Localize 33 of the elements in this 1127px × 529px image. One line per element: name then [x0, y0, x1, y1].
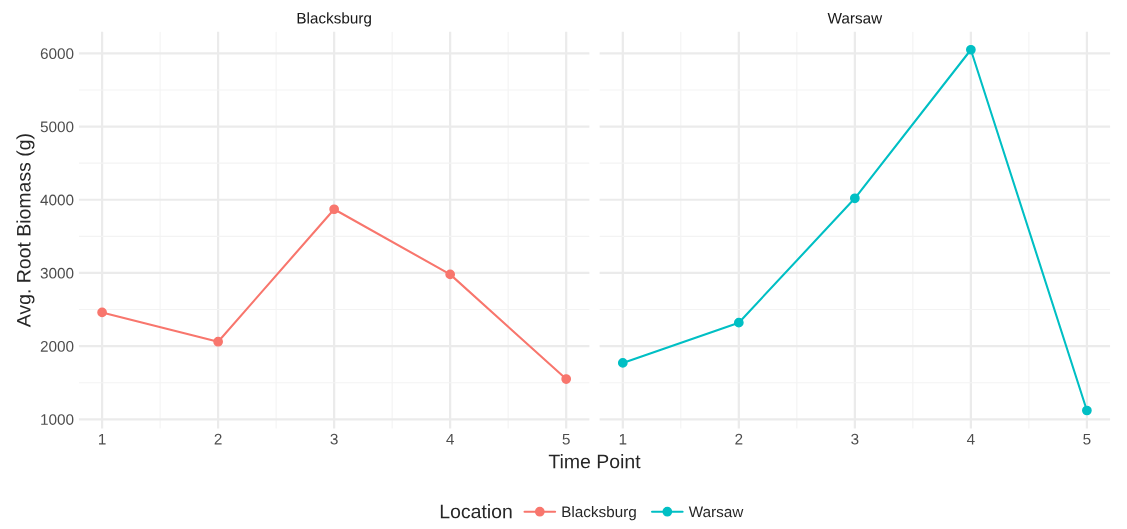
point: [97, 307, 107, 318]
point: [445, 269, 456, 280]
point: [617, 358, 628, 368]
x-tick-label: 2: [735, 433, 743, 445]
x-tick-label: 1: [99, 433, 106, 445]
y-axis-title: Avg. Root Biomass (g): [16, 134, 35, 328]
point: [1082, 405, 1092, 416]
x-tick-label: 4: [966, 433, 975, 445]
x-tick-label: 2: [214, 433, 222, 445]
y-tick-label: 4000: [40, 194, 74, 206]
x-tick-label: 5: [1083, 433, 1091, 445]
y-tick-label: 2000: [40, 340, 74, 352]
x-tick-label: 3: [851, 433, 859, 445]
x-tick-label: 3: [330, 433, 338, 445]
point: [561, 374, 572, 384]
y-tick-label: 5000: [40, 121, 74, 133]
legend-label: Blacksburg: [562, 506, 636, 521]
x-axis-title: Time Point: [548, 454, 641, 469]
legend-label: Warsaw: [688, 506, 744, 518]
chart-title: Warsaw: [827, 12, 883, 24]
y-tick-label: 1000: [41, 414, 74, 425]
y-tick-label: 3000: [40, 267, 74, 279]
x-tick-label: 5: [562, 433, 570, 445]
point: [849, 193, 860, 204]
y-tick-label: 6000: [40, 48, 74, 60]
x-tick-label: 1: [619, 433, 627, 445]
chart-title: Blacksburg: [297, 12, 371, 27]
point: [329, 204, 340, 215]
point: [213, 336, 223, 347]
point: [966, 44, 976, 55]
point: [733, 317, 744, 328]
x-tick-label: 4: [446, 433, 454, 445]
legend-title: Location: [440, 504, 512, 519]
